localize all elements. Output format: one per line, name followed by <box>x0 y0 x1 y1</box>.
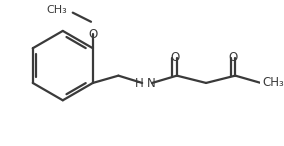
Text: O: O <box>88 28 97 41</box>
Text: N: N <box>147 77 155 90</box>
Text: O: O <box>170 51 180 64</box>
Text: CH₃: CH₃ <box>47 5 67 15</box>
Text: CH₃: CH₃ <box>263 77 284 89</box>
Text: H: H <box>135 77 144 90</box>
Text: O: O <box>229 51 238 64</box>
